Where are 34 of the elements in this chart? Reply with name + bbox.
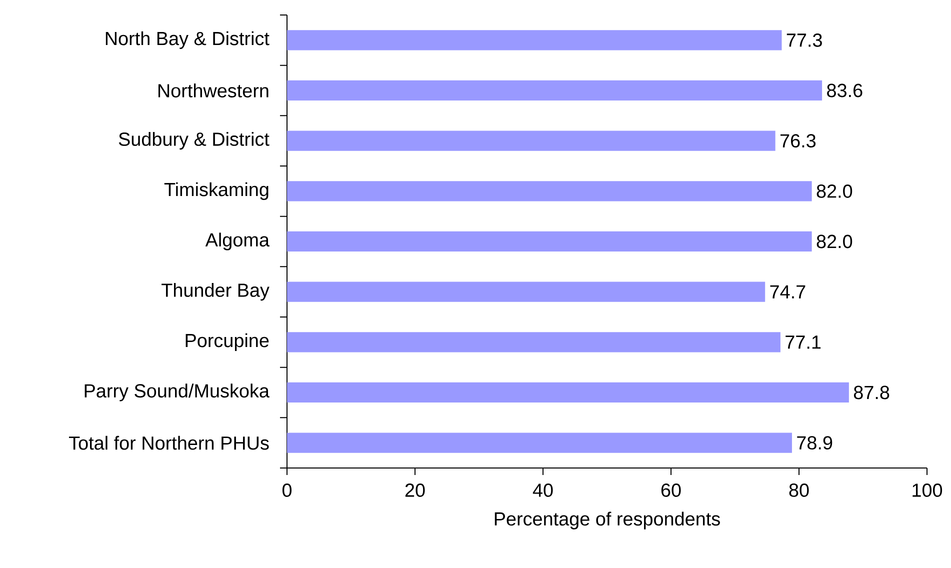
bar	[287, 80, 822, 101]
data-label: 77.3	[786, 33, 822, 47]
data-label: 82.0	[816, 184, 852, 198]
x-tick-label: 40	[532, 484, 553, 497]
y-tick-label: Porcupine	[186, 333, 269, 351]
y-tick-label: North Bay & District	[106, 31, 270, 49]
bar	[287, 181, 812, 202]
x-axis-title: Percentage of respondents	[494, 512, 720, 530]
data-label: 87.8	[854, 386, 890, 400]
bar	[287, 30, 782, 50]
bar	[287, 382, 849, 403]
data-label: 83.6	[827, 84, 862, 98]
bar	[287, 130, 776, 151]
data-label: 74.7	[770, 285, 806, 298]
data-label: 82.0	[816, 234, 852, 248]
bar	[287, 231, 812, 252]
y-tick-label: Northwestern	[158, 84, 268, 98]
y-tick-label: Parry Sound/Muskoka	[84, 384, 270, 402]
bar	[287, 282, 766, 302]
bar	[287, 332, 780, 352]
data-label: 78.9	[797, 436, 832, 450]
y-tick-label: Algoma	[205, 232, 270, 250]
x-tick-label: 0	[282, 484, 292, 497]
y-tick-label: Sudbury & District	[118, 132, 270, 150]
bar	[287, 432, 792, 453]
x-tick-label: 100	[912, 484, 942, 497]
y-tick-label: Timiskaming	[164, 182, 268, 200]
data-label: 77.1	[786, 336, 821, 349]
y-tick-label: Total for Northern PHUs	[68, 436, 269, 450]
x-tick-label: 20	[405, 484, 425, 497]
x-tick-label: 60	[661, 484, 681, 497]
y-tick-label: Thunder Bay	[162, 283, 270, 301]
x-tick-label: 80	[789, 484, 809, 497]
data-label: 76.3	[780, 134, 816, 148]
